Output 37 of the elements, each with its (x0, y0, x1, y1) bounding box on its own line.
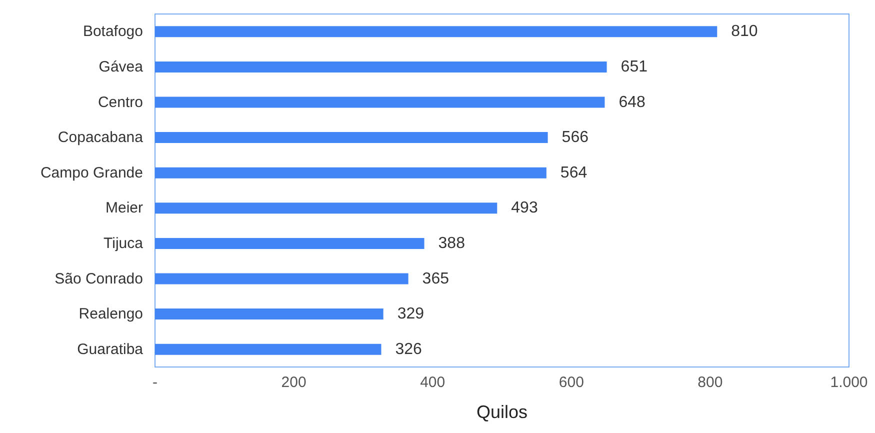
bar (155, 308, 384, 320)
x-tick-label: 200 (281, 374, 306, 391)
data-label: 326 (395, 340, 422, 358)
y-tick-label: Copacabana (58, 129, 144, 146)
data-label: 566 (562, 129, 589, 146)
x-tick-label: 400 (420, 374, 446, 391)
data-label: 651 (620, 58, 648, 76)
y-tick-label: Gávea (98, 58, 144, 76)
x-tick-label: - (152, 374, 158, 391)
bar (155, 61, 607, 72)
bar (155, 344, 382, 355)
bar (155, 167, 546, 178)
y-tick-label: São Conrado (54, 270, 143, 288)
y-tick-label: Campo Grande (40, 164, 143, 182)
bar (155, 202, 498, 214)
data-label: 648 (618, 94, 646, 111)
data-label: 388 (438, 234, 466, 252)
y-tick-label: Botafogo (82, 23, 143, 40)
y-tick-label: Meier (105, 200, 143, 217)
x-tick-label: 800 (698, 374, 723, 391)
x-tick-label: 600 (558, 374, 584, 391)
bar (155, 238, 424, 249)
y-tick-label: Tijuca (104, 234, 144, 252)
bar (155, 96, 605, 108)
y-tick-label: Guaratiba (77, 340, 144, 358)
data-label: 810 (731, 23, 758, 40)
y-tick-label: Realengo (78, 306, 143, 323)
x-tick-label: 1.000 (830, 374, 868, 391)
bar (155, 132, 548, 144)
x-axis-title: Quilos (476, 402, 528, 422)
data-label: 493 (511, 200, 538, 217)
bar (155, 273, 408, 284)
data-label: 365 (422, 270, 450, 288)
y-tick-label: Centro (98, 94, 143, 111)
data-label: 564 (560, 164, 588, 182)
data-label: 329 (397, 306, 424, 323)
bar (155, 26, 718, 38)
